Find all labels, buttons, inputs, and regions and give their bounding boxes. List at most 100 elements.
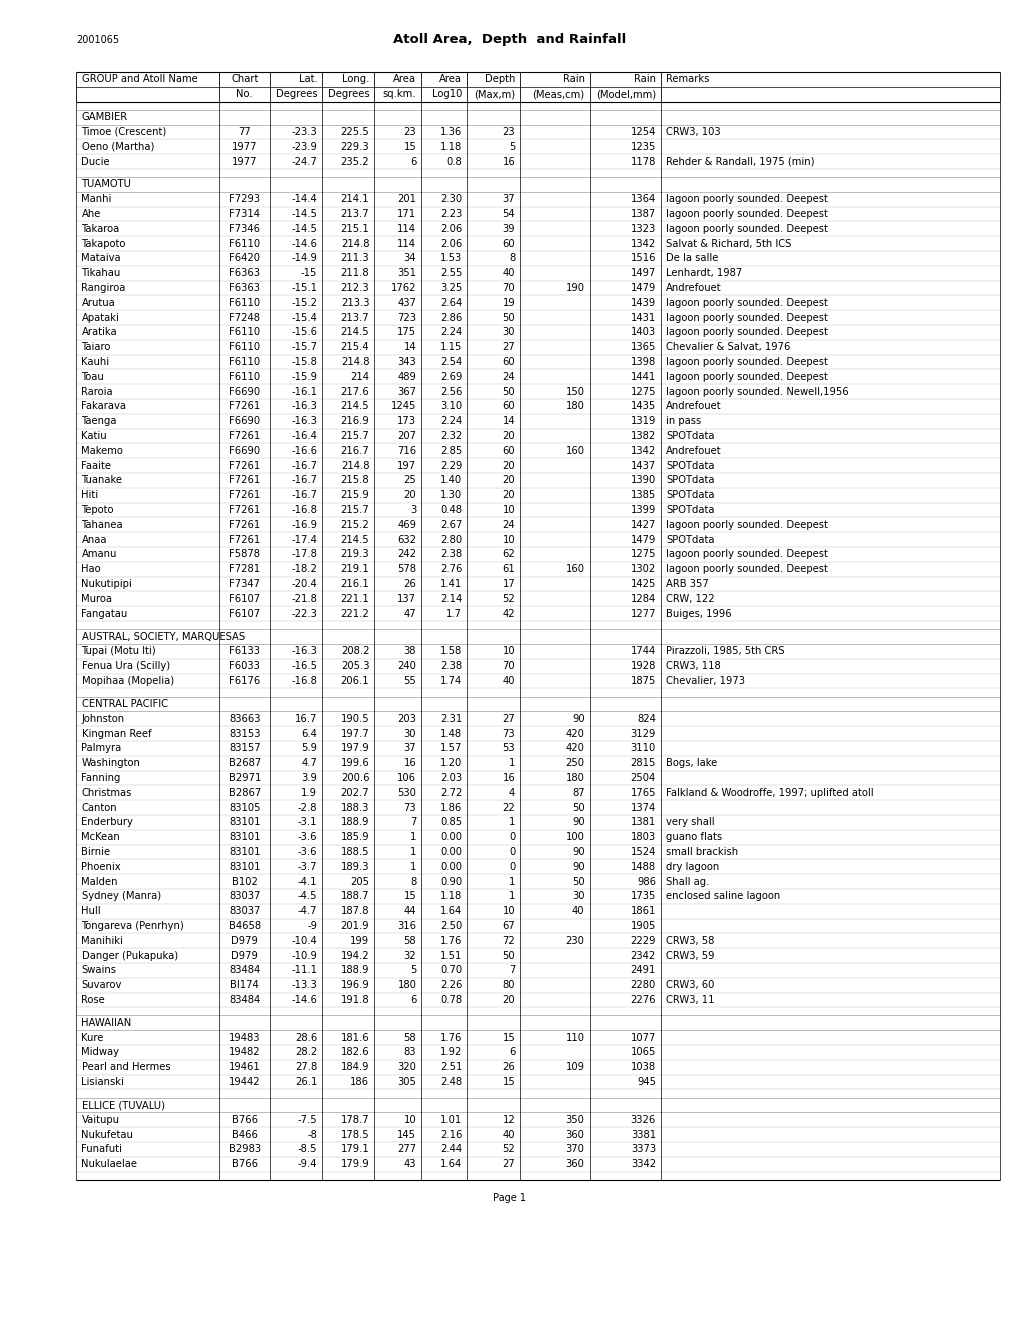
Text: lagoon poorly sounded. Deepest: lagoon poorly sounded. Deepest <box>665 372 827 381</box>
Text: 73: 73 <box>502 729 515 739</box>
Text: 1744: 1744 <box>630 647 655 656</box>
Text: Washington: Washington <box>82 758 141 768</box>
Text: 214.5: 214.5 <box>340 401 369 412</box>
Text: B466: B466 <box>231 1130 258 1139</box>
Text: F6110: F6110 <box>229 327 260 338</box>
Text: 30: 30 <box>572 891 584 902</box>
Text: 221.2: 221.2 <box>340 609 369 619</box>
Text: 17: 17 <box>502 579 515 589</box>
Text: 196.9: 196.9 <box>340 981 369 990</box>
Text: 1762: 1762 <box>390 282 416 293</box>
Text: 70: 70 <box>502 661 515 671</box>
Text: 2.24: 2.24 <box>439 327 462 338</box>
Text: 8: 8 <box>508 253 515 264</box>
Text: 199: 199 <box>350 936 369 945</box>
Text: very shall: very shall <box>665 817 714 828</box>
Text: 83484: 83484 <box>229 965 260 975</box>
Text: 1065: 1065 <box>630 1048 655 1057</box>
Text: 3.9: 3.9 <box>302 774 317 783</box>
Text: 19: 19 <box>502 298 515 308</box>
Text: 1245: 1245 <box>390 401 416 412</box>
Text: -14.9: -14.9 <box>291 253 317 264</box>
Text: 5: 5 <box>410 965 416 975</box>
Text: 1: 1 <box>508 891 515 902</box>
Text: 50: 50 <box>502 387 515 397</box>
Text: 190.5: 190.5 <box>340 714 369 723</box>
Text: Timoe (Crescent): Timoe (Crescent) <box>82 127 166 137</box>
Text: -16.7: -16.7 <box>291 490 317 500</box>
Text: 7: 7 <box>508 965 515 975</box>
Text: 1.48: 1.48 <box>439 729 462 739</box>
Text: 214.8: 214.8 <box>340 358 369 367</box>
Text: CRW3, 118: CRW3, 118 <box>665 661 720 671</box>
Text: 0.00: 0.00 <box>440 847 462 857</box>
Text: 83663: 83663 <box>229 714 260 723</box>
Text: small brackish: small brackish <box>665 847 738 857</box>
Text: 1390: 1390 <box>630 475 655 486</box>
Text: lagoon poorly sounded. Deepest: lagoon poorly sounded. Deepest <box>665 564 827 574</box>
Text: -14.4: -14.4 <box>291 194 317 205</box>
Text: 221.1: 221.1 <box>340 594 369 603</box>
Text: 1: 1 <box>410 847 416 857</box>
Text: -16.6: -16.6 <box>291 446 317 455</box>
Text: 2.67: 2.67 <box>439 520 462 529</box>
Text: SPOTdata: SPOTdata <box>665 506 713 515</box>
Text: 6: 6 <box>410 157 416 166</box>
Text: 1.18: 1.18 <box>439 891 462 902</box>
Text: 15: 15 <box>404 891 416 902</box>
Text: 10: 10 <box>502 647 515 656</box>
Text: 219.3: 219.3 <box>340 549 369 560</box>
Text: 215.2: 215.2 <box>340 520 369 529</box>
Text: -23.9: -23.9 <box>291 141 317 152</box>
Text: 15: 15 <box>502 1077 515 1088</box>
Text: 1.57: 1.57 <box>439 743 462 754</box>
Text: 1382: 1382 <box>630 432 655 441</box>
Text: 235.2: 235.2 <box>340 157 369 166</box>
Text: 1.74: 1.74 <box>439 676 462 686</box>
Text: 1365: 1365 <box>630 342 655 352</box>
Text: SPOTdata: SPOTdata <box>665 535 713 545</box>
Text: 207: 207 <box>396 432 416 441</box>
Text: F6690: F6690 <box>229 446 260 455</box>
Text: 83153: 83153 <box>229 729 260 739</box>
Text: 14: 14 <box>404 342 416 352</box>
Text: AUSTRAL, SOCIETY, MARQUESAS: AUSTRAL, SOCIETY, MARQUESAS <box>82 631 245 642</box>
Text: F6110: F6110 <box>229 358 260 367</box>
Text: 208.2: 208.2 <box>340 647 369 656</box>
Text: Pirazzoli, 1985, 5th CRS: Pirazzoli, 1985, 5th CRS <box>665 647 784 656</box>
Text: -10.4: -10.4 <box>291 936 317 945</box>
Text: F7281: F7281 <box>229 564 260 574</box>
Text: 83101: 83101 <box>229 847 260 857</box>
Text: 1374: 1374 <box>630 803 655 813</box>
Text: 27.8: 27.8 <box>294 1063 317 1072</box>
Text: 1254: 1254 <box>630 127 655 137</box>
Text: 47: 47 <box>404 609 416 619</box>
Text: 2.06: 2.06 <box>439 224 462 234</box>
Text: 1977: 1977 <box>232 157 257 166</box>
Text: Aratika: Aratika <box>82 327 117 338</box>
Text: F7261: F7261 <box>229 506 260 515</box>
Text: Palmyra: Palmyra <box>82 743 121 754</box>
Text: Rain: Rain <box>562 74 584 84</box>
Text: 16: 16 <box>404 758 416 768</box>
Text: 242: 242 <box>396 549 416 560</box>
Text: 40: 40 <box>502 1130 515 1139</box>
Text: 2.80: 2.80 <box>439 535 462 545</box>
Text: 90: 90 <box>572 714 584 723</box>
Text: Salvat & Richard, 5th ICS: Salvat & Richard, 5th ICS <box>665 239 791 248</box>
Text: Birnie: Birnie <box>82 847 110 857</box>
Text: 1.76: 1.76 <box>439 1032 462 1043</box>
Text: Bogs, lake: Bogs, lake <box>665 758 716 768</box>
Text: 1.58: 1.58 <box>439 647 462 656</box>
Text: 2229: 2229 <box>630 936 655 945</box>
Text: Kingman Reef: Kingman Reef <box>82 729 151 739</box>
Text: Degrees: Degrees <box>327 90 369 99</box>
Text: Sydney (Manra): Sydney (Manra) <box>82 891 160 902</box>
Text: -14.6: -14.6 <box>291 995 317 1005</box>
Text: -17.4: -17.4 <box>291 535 317 545</box>
Text: 211.8: 211.8 <box>340 268 369 279</box>
Text: 945: 945 <box>636 1077 655 1088</box>
Text: Degrees: Degrees <box>275 90 317 99</box>
Text: 0.00: 0.00 <box>440 832 462 842</box>
Text: 2.30: 2.30 <box>439 194 462 205</box>
